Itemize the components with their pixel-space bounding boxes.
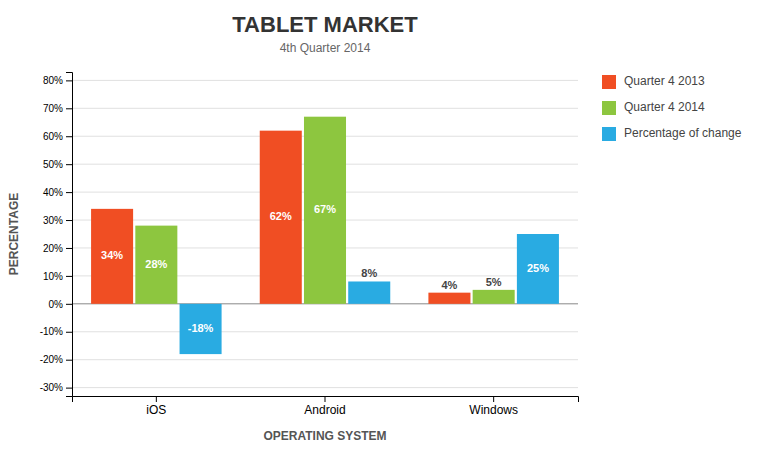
plot: -30% -20% -10% 0% 10% 20% 30% 40% 50% 60% 70% 80% iO…: [40, 73, 579, 417]
y-axis-title: PERCENTAGE: [7, 193, 21, 275]
bar: [517, 234, 559, 304]
y-tick: 60%: [43, 131, 72, 142]
y-tick-mark: [66, 304, 72, 305]
y-tick-label: 70%: [43, 103, 63, 114]
legend-label: Quarter 4 2013: [624, 74, 705, 88]
x-tick-mark: [325, 396, 326, 402]
y-tick-mark: [66, 108, 72, 109]
x-tick: Windows: [469, 396, 518, 417]
series: [91, 131, 470, 304]
series: [135, 117, 514, 304]
y-tick-mark: [66, 388, 72, 389]
bar: [260, 131, 302, 304]
data-label: 62%: [270, 210, 292, 222]
legend: Quarter 4 2013 Quarter 4 2014 Percentage o…: [602, 74, 742, 141]
y-tick-label: 60%: [43, 131, 63, 142]
bar: [180, 304, 222, 354]
data-label: 4%: [441, 279, 457, 291]
y-tick-mark: [66, 360, 72, 361]
y-tick-label: -30%: [40, 382, 63, 393]
legend-swatch: [602, 101, 616, 115]
y-tick-mark: [66, 80, 72, 81]
y-tick-label: 0%: [49, 299, 64, 310]
y-tick-label: 50%: [43, 159, 63, 170]
y-tick-label: 10%: [43, 271, 63, 282]
y-tick: 0%: [49, 299, 72, 310]
y-tick: 20%: [43, 243, 72, 254]
grid-line: [72, 108, 578, 109]
legend-item: Quarter 4 2013: [602, 74, 705, 89]
y-tick-label: -20%: [40, 354, 63, 365]
data-label: 5%: [486, 276, 502, 288]
y-axis: -30% -20% -10% 0% 10% 20% 30% 40% 50% 60% 70% 80%: [40, 73, 73, 397]
bar: [428, 293, 470, 304]
grid-line: [72, 359, 578, 360]
subtitle: 4th Quarter 2014: [280, 41, 371, 55]
x-tick-mark: [156, 396, 157, 402]
y-tick: 70%: [43, 103, 72, 114]
data-label: 28%: [145, 258, 167, 270]
y-tick: 80%: [43, 75, 72, 86]
bars: [91, 117, 559, 354]
y-tick-mark: [66, 164, 72, 165]
x-tick: iOS: [146, 396, 166, 417]
y-tick: -30%: [40, 382, 72, 393]
y-tick-mark: [66, 136, 72, 137]
y-tick: 30%: [43, 215, 72, 226]
bar: [348, 281, 390, 303]
y-tick-label: 40%: [43, 187, 63, 198]
y-tick-mark: [66, 276, 72, 277]
bar: [473, 290, 515, 304]
y-tick: 50%: [43, 159, 72, 170]
data-label: 67%: [314, 203, 336, 215]
y-tick: -10%: [40, 326, 72, 337]
x-tick: Android: [304, 396, 345, 417]
legend-item: Percentage of change: [602, 126, 742, 141]
grid-line: [72, 331, 578, 332]
data-label: 25%: [527, 262, 549, 274]
y-tick-mark: [66, 192, 72, 193]
legend-label: Percentage of change: [624, 126, 742, 140]
chart: TABLET MARKET 4th Quarter 2014 -30% -20% -10…: [0, 0, 778, 454]
bar: [135, 226, 177, 304]
grid-line: [72, 387, 578, 388]
y-axis-line: [66, 73, 73, 397]
grid: [72, 80, 578, 387]
x-axis: iOS Android Windows: [73, 396, 579, 417]
bar: [91, 209, 133, 304]
x-tick-label: Android: [304, 403, 345, 417]
legend-label: Quarter 4 2014: [624, 100, 705, 114]
x-tick-label: Windows: [469, 403, 518, 417]
title: TABLET MARKET: [232, 12, 418, 37]
y-tick-label: 20%: [43, 243, 63, 254]
y-tick-label: 30%: [43, 215, 63, 226]
x-axis-line: [73, 397, 579, 403]
data-label: -18%: [188, 322, 214, 334]
y-tick-mark: [66, 220, 72, 221]
x-tick-label: iOS: [146, 403, 166, 417]
y-tick-label: 80%: [43, 75, 63, 86]
series: [180, 234, 559, 354]
x-axis-title: OPERATING SYSTEM: [263, 429, 386, 443]
legend-swatch: [602, 127, 616, 141]
data-label: 34%: [101, 249, 123, 261]
data-labels: 34% 62% 4% 28% 67% 5% -18% 8% 25%: [101, 203, 549, 334]
bar: [304, 117, 346, 304]
y-tick: 40%: [43, 187, 72, 198]
y-tick: -20%: [40, 354, 72, 365]
y-tick-label: -10%: [40, 326, 63, 337]
y-tick-mark: [66, 332, 72, 333]
legend-item: Quarter 4 2014: [602, 100, 705, 115]
grid-line: [72, 80, 578, 81]
x-tick-mark: [493, 396, 494, 402]
data-label: 8%: [361, 267, 377, 279]
y-tick: 10%: [43, 271, 72, 282]
y-tick-mark: [66, 248, 72, 249]
legend-swatch: [602, 75, 616, 89]
